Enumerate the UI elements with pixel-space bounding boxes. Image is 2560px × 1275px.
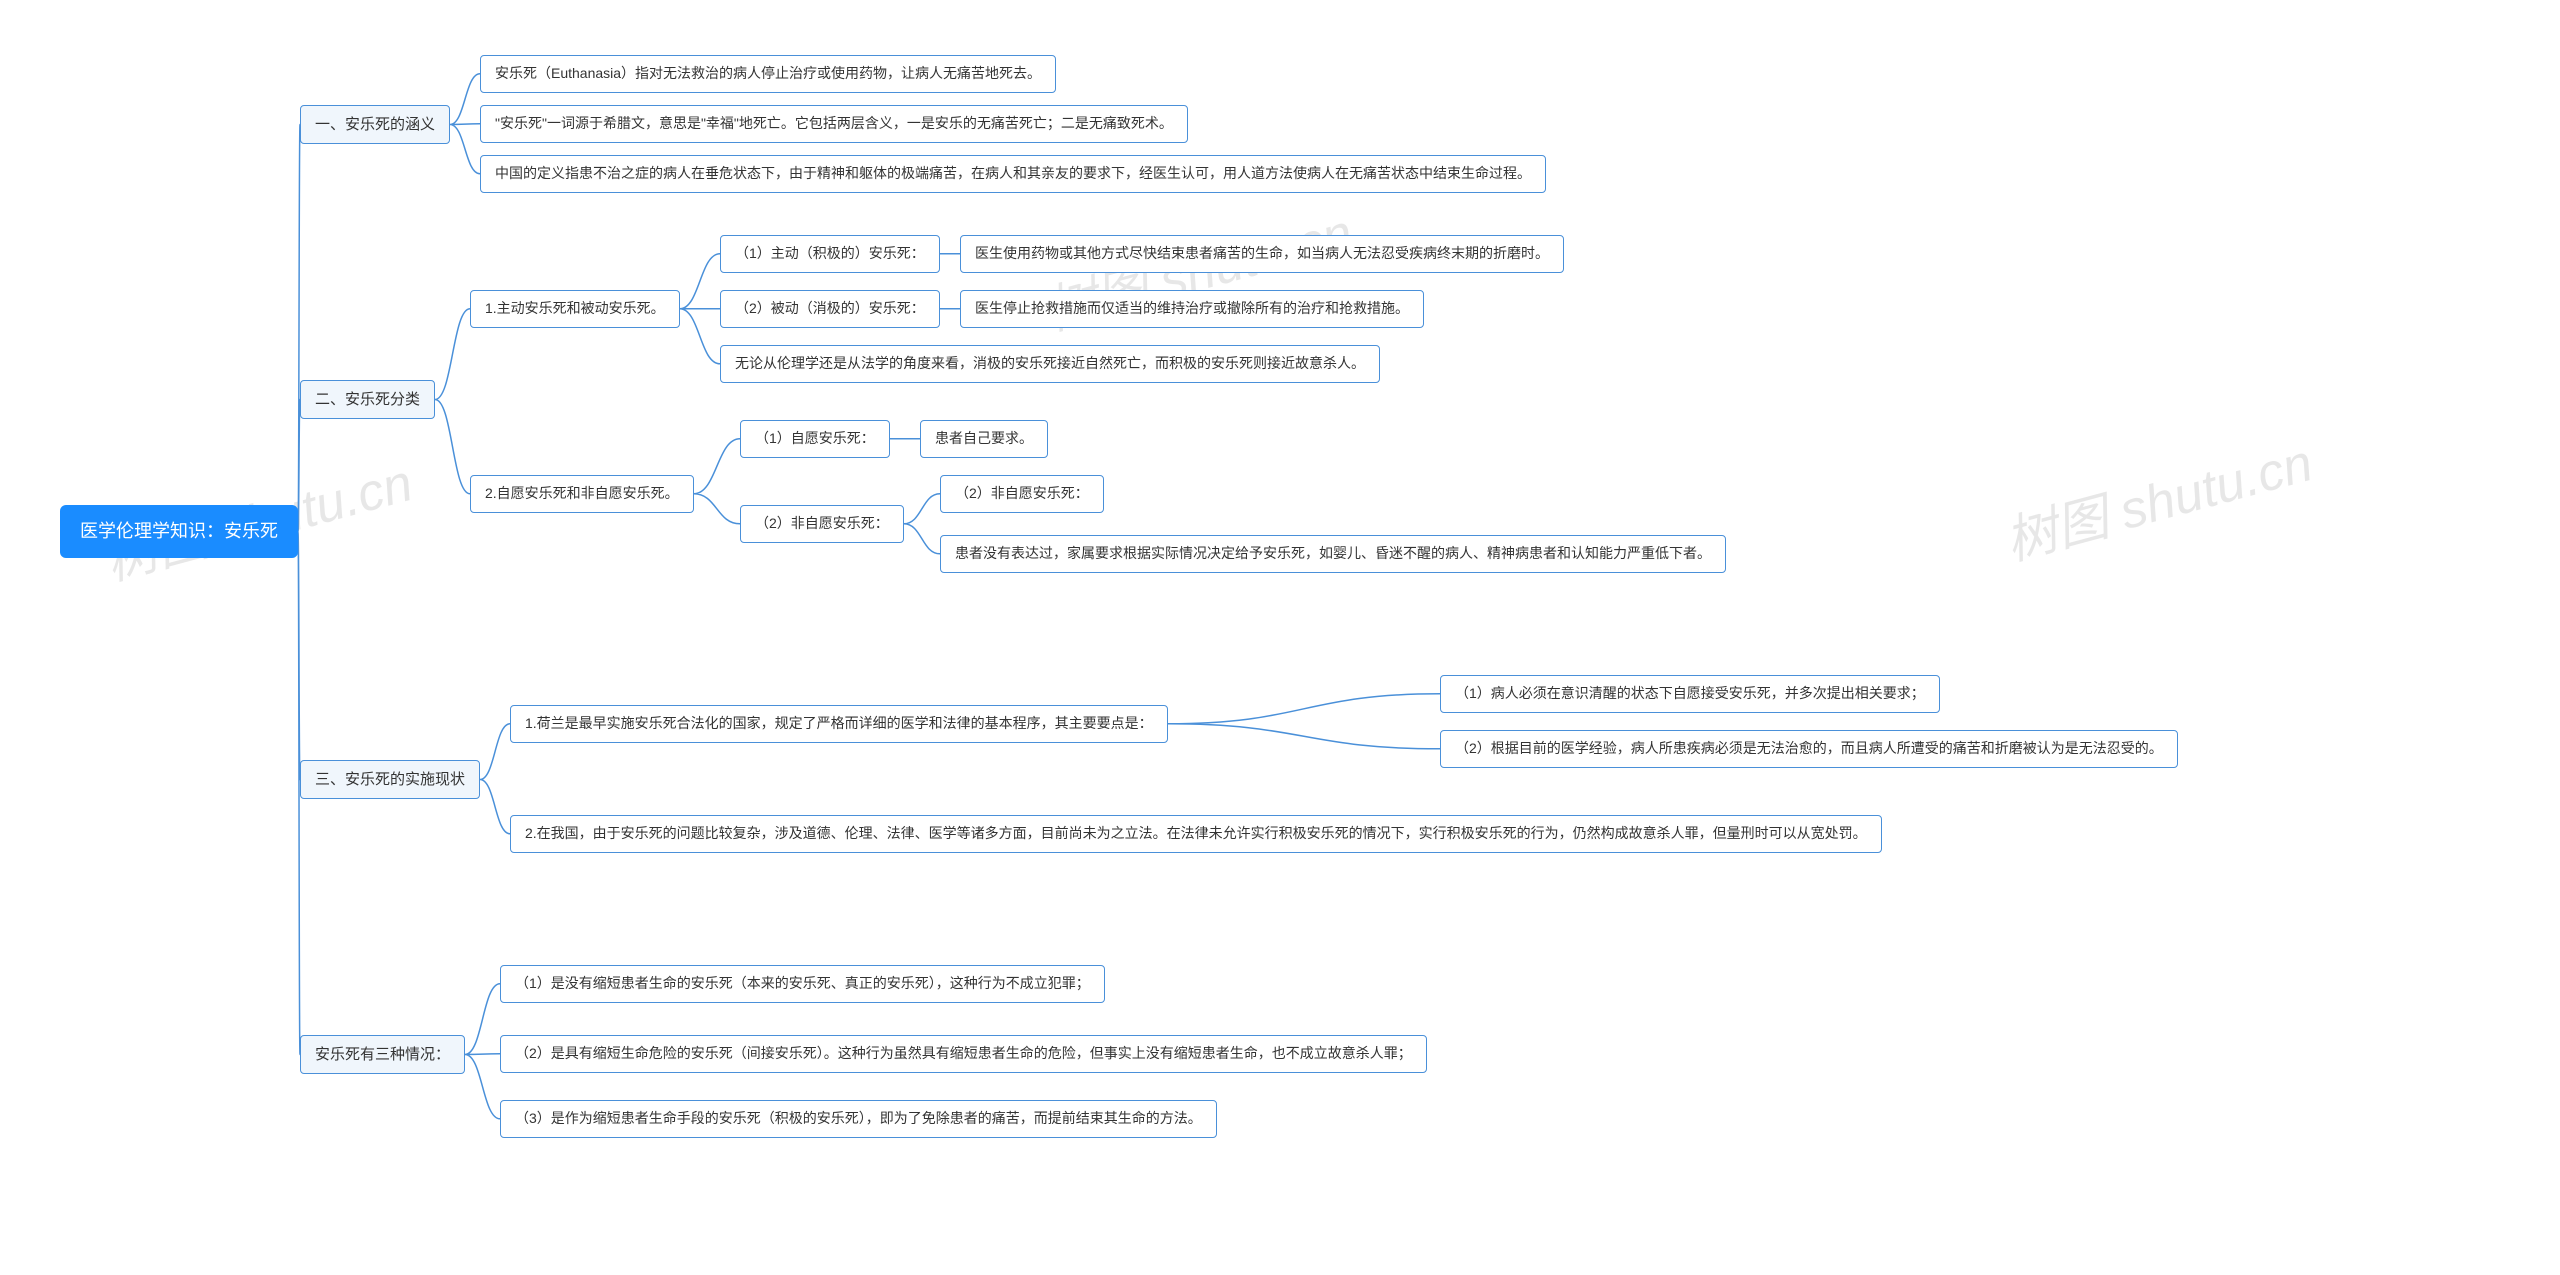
root-node[interactable]: 医学伦理学知识：安乐死 (60, 505, 298, 558)
section-2[interactable]: 二、安乐死分类 (300, 380, 435, 419)
s2-g1-b-label[interactable]: （2）被动（消极的）安乐死： (720, 290, 940, 328)
s2-g2-b-text[interactable]: 患者没有表达过，家属要求根据实际情况决定给予安乐死，如婴儿、昏迷不醒的病人、精神… (940, 535, 1726, 573)
s2-g1-b-text[interactable]: 医生停止抢救措施而仅适当的维持治疗或撤除所有的治疗和抢救措施。 (960, 290, 1424, 328)
s1-item-2[interactable]: "安乐死"一词源于希腊文，意思是"幸福"地死亡。它包括两层含义，一是安乐的无痛苦… (480, 105, 1188, 143)
s1-item-3[interactable]: 中国的定义指患不治之症的病人在垂危状态下，由于精神和躯体的极端痛苦，在病人和其亲… (480, 155, 1546, 193)
s2-g1-a-text[interactable]: 医生使用药物或其他方式尽快结束患者痛苦的生命，如当病人无法忍受疾病终末期的折磨时… (960, 235, 1564, 273)
s4-item-2[interactable]: （2）是具有缩短生命危险的安乐死（间接安乐死）。这种行为虽然具有缩短患者生命的危… (500, 1035, 1427, 1073)
section-3[interactable]: 三、安乐死的实施现状 (300, 760, 480, 799)
s3-g1-p1[interactable]: （1）病人必须在意识清醒的状态下自愿接受安乐死，并多次提出相关要求； (1440, 675, 1940, 713)
s2-g2-b-label[interactable]: （2）非自愿安乐死： (740, 505, 904, 543)
s2-g1-a-label[interactable]: （1）主动（积极的）安乐死： (720, 235, 940, 273)
s2-g1-c[interactable]: 无论从伦理学还是从法学的角度来看，消极的安乐死接近自然死亡，而积极的安乐死则接近… (720, 345, 1380, 383)
s2-group-1[interactable]: 1.主动安乐死和被动安乐死。 (470, 290, 680, 328)
s2-g2-a-label[interactable]: （1）自愿安乐死： (740, 420, 890, 458)
s3-g1-p2[interactable]: （2）根据目前的医学经验，病人所患疾病必须是无法治愈的，而且病人所遭受的痛苦和折… (1440, 730, 2178, 768)
s1-item-1[interactable]: 安乐死（Euthanasia）指对无法救治的病人停止治疗或使用药物，让病人无痛苦… (480, 55, 1056, 93)
s2-group-2[interactable]: 2.自愿安乐死和非自愿安乐死。 (470, 475, 694, 513)
section-4[interactable]: 安乐死有三种情况： (300, 1035, 465, 1074)
s4-item-1[interactable]: （1）是没有缩短患者生命的安乐死（本来的安乐死、真正的安乐死），这种行为不成立犯… (500, 965, 1105, 1003)
s2-g2-a-text[interactable]: 患者自己要求。 (920, 420, 1048, 458)
s2-g2-b-sub[interactable]: （2）非自愿安乐死： (940, 475, 1104, 513)
section-1[interactable]: 一、安乐死的涵义 (300, 105, 450, 144)
s3-group-1[interactable]: 1.荷兰是最早实施安乐死合法化的国家，规定了严格而详细的医学和法律的基本程序，其… (510, 705, 1168, 743)
s4-item-3[interactable]: （3）是作为缩短患者生命手段的安乐死（积极的安乐死），即为了免除患者的痛苦，而提… (500, 1100, 1217, 1138)
s3-group-2[interactable]: 2.在我国，由于安乐死的问题比较复杂，涉及道德、伦理、法律、医学等诸多方面，目前… (510, 815, 1882, 853)
watermark: 树图 shutu.cn (1996, 421, 2320, 575)
